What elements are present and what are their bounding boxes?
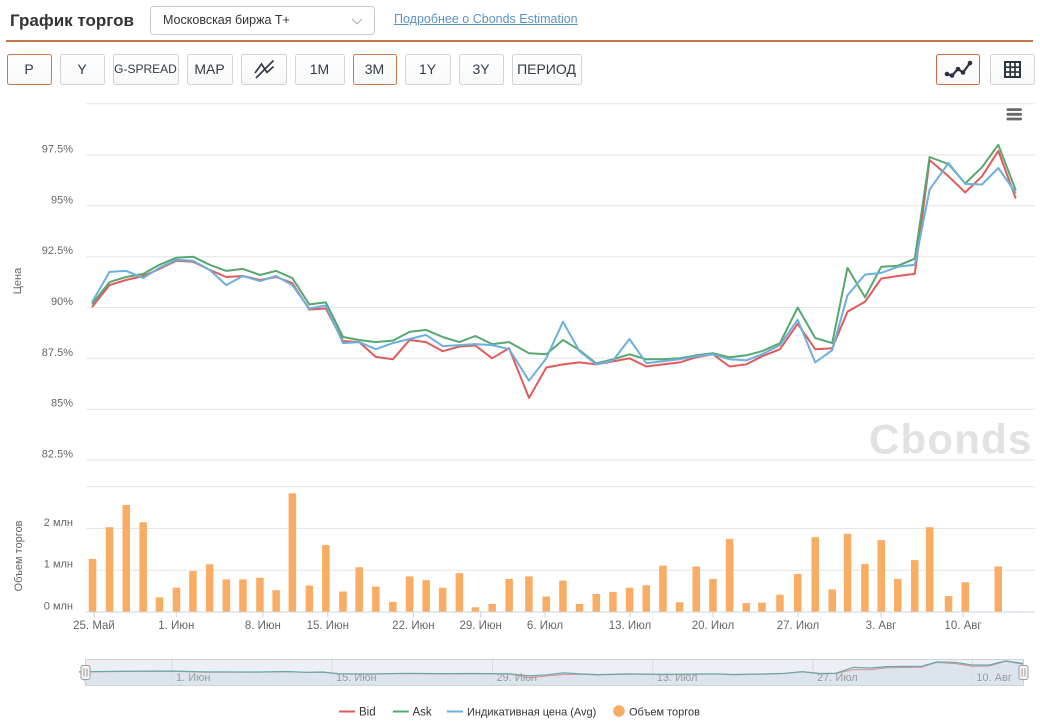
svg-text:85%: 85% <box>51 398 73 410</box>
svg-text:10. Авг: 10. Авг <box>944 620 981 632</box>
svg-text:Cbonds: Cbonds <box>869 416 1033 463</box>
svg-text:20. Июл: 20. Июл <box>692 620 735 632</box>
svg-text:3. Авг: 3. Авг <box>866 620 897 632</box>
svg-text:Bid: Bid <box>359 707 376 719</box>
svg-text:6. Июл: 6. Июл <box>527 620 563 632</box>
svg-text:0 млн: 0 млн <box>44 601 73 613</box>
svg-text:10. Авг: 10. Авг <box>976 672 1012 684</box>
svg-text:82.5%: 82.5% <box>42 449 73 461</box>
svg-text:Ask: Ask <box>413 707 432 719</box>
svg-text:22. Июн: 22. Июн <box>392 620 434 632</box>
svg-text:Индикативная цена (Avg): Индикативная цена (Avg) <box>467 707 596 719</box>
svg-text:8. Июн: 8. Июн <box>245 620 281 632</box>
svg-text:Объем торгов: Объем торгов <box>13 520 25 591</box>
svg-text:15. Июн: 15. Июн <box>336 672 377 684</box>
svg-text:87.5%: 87.5% <box>42 347 73 359</box>
svg-text:92.5%: 92.5% <box>42 245 73 257</box>
svg-text:1. Июн: 1. Июн <box>158 620 194 632</box>
svg-text:1. Июн: 1. Июн <box>176 672 210 684</box>
svg-text:15. Июн: 15. Июн <box>307 620 349 632</box>
svg-text:97.5%: 97.5% <box>42 144 73 156</box>
svg-text:Объем торгов: Объем торгов <box>629 707 700 719</box>
svg-text:2 млн: 2 млн <box>44 517 73 529</box>
svg-text:90%: 90% <box>51 296 73 308</box>
svg-text:Цена: Цена <box>12 267 24 294</box>
svg-text:95%: 95% <box>51 194 73 206</box>
svg-text:27. Июл: 27. Июл <box>777 620 820 632</box>
svg-text:25. Май: 25. Май <box>73 620 115 632</box>
svg-text:1 млн: 1 млн <box>44 559 73 571</box>
svg-text:13. Июл: 13. Июл <box>609 620 652 632</box>
svg-text:29. Июн: 29. Июн <box>459 620 501 632</box>
svg-text:27. Июл: 27. Июл <box>817 672 858 684</box>
